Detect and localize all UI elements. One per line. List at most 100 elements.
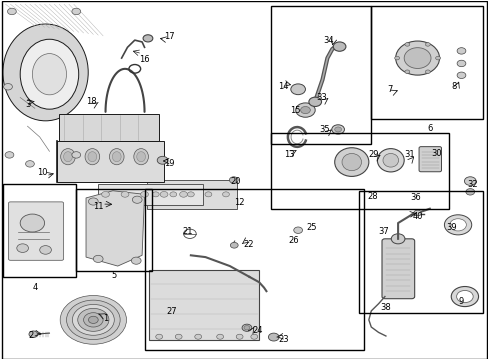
Ellipse shape [395,41,439,75]
Ellipse shape [112,152,121,162]
Circle shape [78,309,109,331]
Circle shape [413,210,421,216]
Circle shape [250,334,257,339]
Bar [144,189,363,350]
Text: 4: 4 [32,283,38,292]
Ellipse shape [109,149,124,165]
Ellipse shape [85,149,100,165]
Circle shape [204,192,211,197]
Ellipse shape [137,152,145,162]
Bar [3,184,76,277]
Text: 13: 13 [284,150,294,159]
Circle shape [194,334,201,339]
Circle shape [295,103,315,117]
Text: 5: 5 [111,271,116,280]
Ellipse shape [377,149,404,172]
Ellipse shape [341,153,361,171]
Circle shape [293,227,302,233]
Circle shape [404,70,409,73]
Circle shape [308,97,321,107]
Text: 17: 17 [163,32,174,41]
Bar [76,189,152,271]
Circle shape [152,192,159,197]
Circle shape [72,8,81,15]
Circle shape [425,42,429,46]
Text: 23: 23 [278,335,288,344]
Text: 19: 19 [163,159,174,168]
Text: 32: 32 [467,180,477,189]
Circle shape [456,72,465,78]
Circle shape [244,325,249,330]
Circle shape [17,244,28,252]
Circle shape [25,161,34,167]
Ellipse shape [3,24,88,121]
Circle shape [156,334,162,339]
Circle shape [465,189,474,195]
Circle shape [456,60,465,67]
Bar [57,140,163,182]
Circle shape [187,192,194,197]
Text: 9: 9 [458,297,463,306]
Circle shape [242,324,251,331]
Text: 37: 37 [378,228,388,237]
Circle shape [141,192,148,197]
Text: 36: 36 [410,193,421,202]
Bar [358,191,483,313]
Text: 30: 30 [430,149,441,158]
Ellipse shape [61,149,75,165]
Circle shape [20,214,44,232]
Circle shape [66,300,120,339]
Bar [59,114,159,140]
Bar [271,6,370,144]
Circle shape [444,215,471,235]
Text: 38: 38 [379,303,390,312]
Text: 18: 18 [86,96,97,105]
FancyBboxPatch shape [381,239,414,299]
Text: 28: 28 [366,192,377,201]
Circle shape [300,107,310,114]
Circle shape [7,8,16,15]
Circle shape [121,192,129,197]
Circle shape [132,196,142,203]
Ellipse shape [63,152,72,162]
Circle shape [268,333,279,341]
Circle shape [72,152,81,158]
Ellipse shape [404,48,430,68]
Ellipse shape [32,54,66,95]
Bar [147,180,237,209]
Ellipse shape [88,152,97,162]
Circle shape [390,234,404,244]
Circle shape [449,219,466,231]
Circle shape [450,287,478,307]
Circle shape [464,177,475,185]
Text: 12: 12 [234,198,244,207]
Circle shape [83,313,103,327]
Circle shape [5,152,14,158]
Ellipse shape [334,148,368,176]
Text: 1: 1 [102,314,108,323]
Circle shape [175,334,182,339]
Text: 35: 35 [319,125,329,134]
FancyBboxPatch shape [418,147,441,172]
Circle shape [102,192,109,197]
Text: 22: 22 [243,240,253,249]
Text: 40: 40 [412,212,423,221]
Text: 11: 11 [93,202,103,211]
Ellipse shape [382,153,398,167]
Text: 27: 27 [166,307,176,316]
Circle shape [72,305,114,335]
Text: 3: 3 [25,100,30,109]
Text: 33: 33 [316,93,326,102]
Circle shape [40,246,51,254]
Circle shape [404,42,409,46]
Circle shape [456,48,465,54]
Bar [98,184,203,205]
Circle shape [334,127,341,132]
Circle shape [93,255,103,262]
Circle shape [216,334,223,339]
Bar [370,6,483,119]
Circle shape [3,84,12,90]
Bar [271,134,448,209]
Text: 8: 8 [450,82,456,91]
Circle shape [88,316,98,323]
